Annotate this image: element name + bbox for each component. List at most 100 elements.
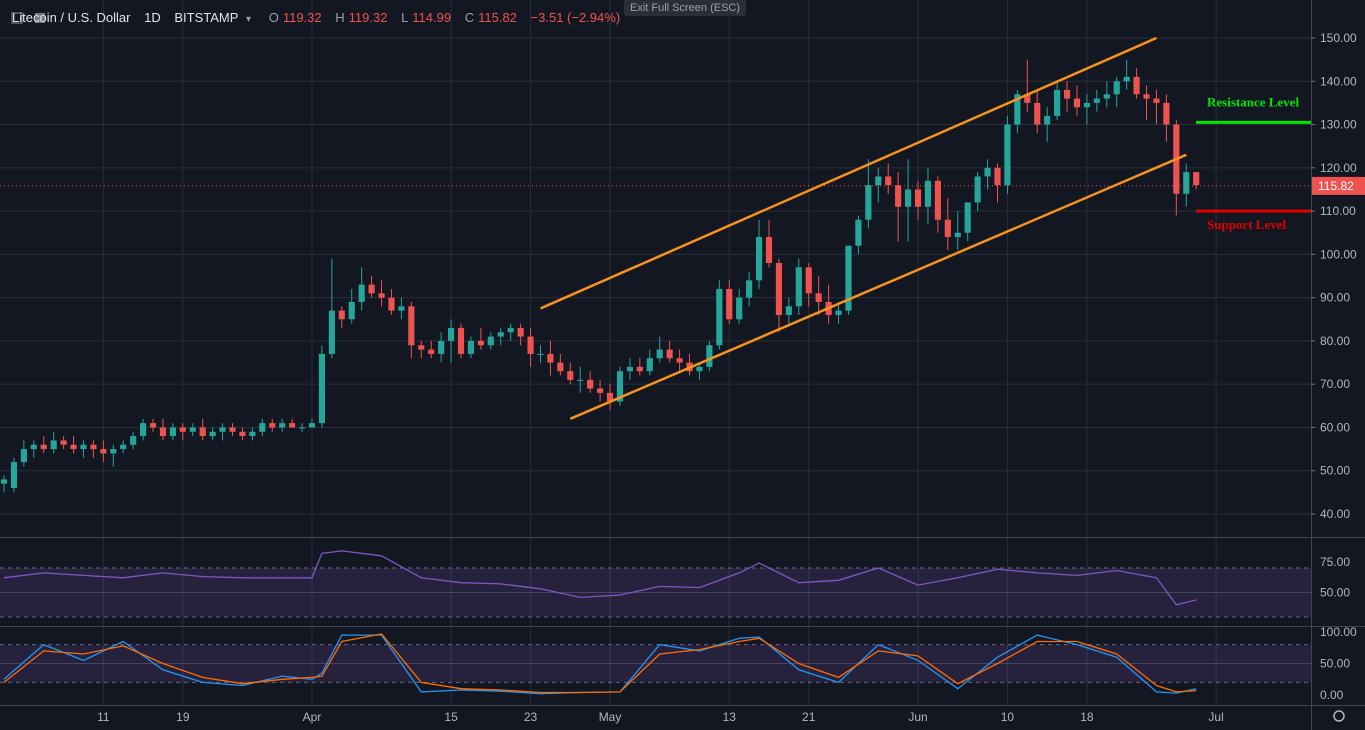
candle-body <box>447 327 455 341</box>
candle-body <box>994 167 1001 186</box>
candle-body <box>736 297 743 320</box>
time-tick-label: 19 <box>176 710 190 724</box>
settings-gear-icon[interactable] <box>1333 710 1345 722</box>
candle-body <box>358 284 365 302</box>
last-price-badge <box>1312 176 1365 195</box>
candle-body <box>189 427 196 432</box>
candle-body <box>149 423 157 428</box>
open-value: 119.32 <box>282 10 322 25</box>
exchange-label[interactable]: BITSTAMP <box>174 10 239 25</box>
candle-body <box>507 327 514 333</box>
candle-body <box>974 176 981 203</box>
candle-body <box>666 349 673 359</box>
candle-body <box>328 310 335 354</box>
close-value: 115.82 <box>478 10 517 25</box>
time-tick-label: 13 <box>723 710 737 724</box>
candle-body <box>895 185 902 207</box>
candle-body <box>1163 102 1170 125</box>
candle-body <box>229 427 236 432</box>
candle-body <box>587 379 594 389</box>
candle-body <box>567 371 574 380</box>
candle-body <box>348 301 355 320</box>
candle-body <box>130 436 137 445</box>
candle-body <box>10 462 18 489</box>
time-tick-label: 23 <box>524 710 538 724</box>
change-value: −3.51 (−2.94%) <box>530 10 621 25</box>
candle-body <box>90 444 97 450</box>
candle-body <box>239 431 246 437</box>
candle-body <box>577 379 584 381</box>
candle-body <box>289 423 296 428</box>
low-label: L <box>401 10 409 25</box>
candle-body <box>815 293 822 302</box>
price-tick-label: 130.00 <box>1320 118 1357 132</box>
low-value: 114.99 <box>412 10 452 25</box>
candle-body <box>914 189 922 207</box>
candle-body <box>80 444 87 450</box>
candle-body <box>100 449 107 454</box>
candle-body <box>1153 98 1160 103</box>
candle-body <box>527 336 534 354</box>
candle-body <box>1073 98 1081 108</box>
candle-body <box>20 449 27 463</box>
candle-body <box>785 306 792 315</box>
time-tick-label: Apr <box>303 710 322 724</box>
candle-body <box>457 327 465 354</box>
close-label: C <box>464 10 475 25</box>
candle-body <box>1063 89 1071 99</box>
candle-body <box>110 449 117 454</box>
candle-body <box>924 180 932 207</box>
price-tick-label: 40.00 <box>1320 507 1350 521</box>
candle-body <box>408 306 415 346</box>
candle-body <box>636 366 643 372</box>
candle-body <box>1054 89 1061 116</box>
candle-body <box>557 362 564 372</box>
interval-label[interactable]: 1D <box>144 10 161 25</box>
candle-body <box>616 371 624 402</box>
time-tick-label: 15 <box>444 710 458 724</box>
candle-body <box>298 427 306 429</box>
channel-lower-line <box>569 153 1187 420</box>
support-level-label: Support Level <box>1207 217 1286 232</box>
candle-body <box>954 232 961 238</box>
add-symbol-icon[interactable] <box>11 12 23 24</box>
candle-body <box>1004 124 1011 186</box>
candle-body <box>597 388 604 393</box>
exit-fullscreen-button[interactable]: Exit Full Screen (ESC) <box>624 0 747 16</box>
candle-body <box>209 431 216 437</box>
price-tick-label: 150.00 <box>1320 31 1357 45</box>
candle-body <box>676 358 683 363</box>
candle-body <box>1034 102 1041 125</box>
candle-body <box>219 427 226 432</box>
time-tick-label: 21 <box>802 710 816 724</box>
rsi-tick-label: 75.00 <box>1320 555 1350 569</box>
candle-body <box>159 427 167 437</box>
candle-body <box>706 345 713 367</box>
stoch-tick-label: 100.00 <box>1320 625 1357 639</box>
stoch-tick-label: 0.00 <box>1320 688 1344 702</box>
high-label: H <box>335 10 345 25</box>
candle-body <box>855 219 862 246</box>
candle-body <box>368 284 375 294</box>
time-tick-label: Jul <box>1208 710 1223 724</box>
symbol-title[interactable]: Litecoin / U.S. Dollar <box>12 10 131 25</box>
price-tick-label: 140.00 <box>1320 74 1357 88</box>
candle-body <box>199 427 206 437</box>
candle-body <box>656 349 663 359</box>
candle-body <box>259 423 266 432</box>
candle-body <box>1014 94 1021 125</box>
stoch-tick-label: 50.00 <box>1320 657 1350 671</box>
chart-header: Litecoin / U.S. Dollar 1D BITSTAMP ▾ O 11… <box>12 10 624 25</box>
candle-body <box>765 237 773 264</box>
candle-body <box>269 423 276 428</box>
candle-body <box>179 427 186 432</box>
candle-body <box>1193 172 1200 186</box>
candle-body <box>1044 115 1051 125</box>
candle-body <box>169 427 176 437</box>
candle-body <box>795 267 802 307</box>
chevron-down-icon[interactable]: ▾ <box>246 14 252 25</box>
candle-body <box>716 288 723 346</box>
stoch-band <box>0 644 1311 683</box>
